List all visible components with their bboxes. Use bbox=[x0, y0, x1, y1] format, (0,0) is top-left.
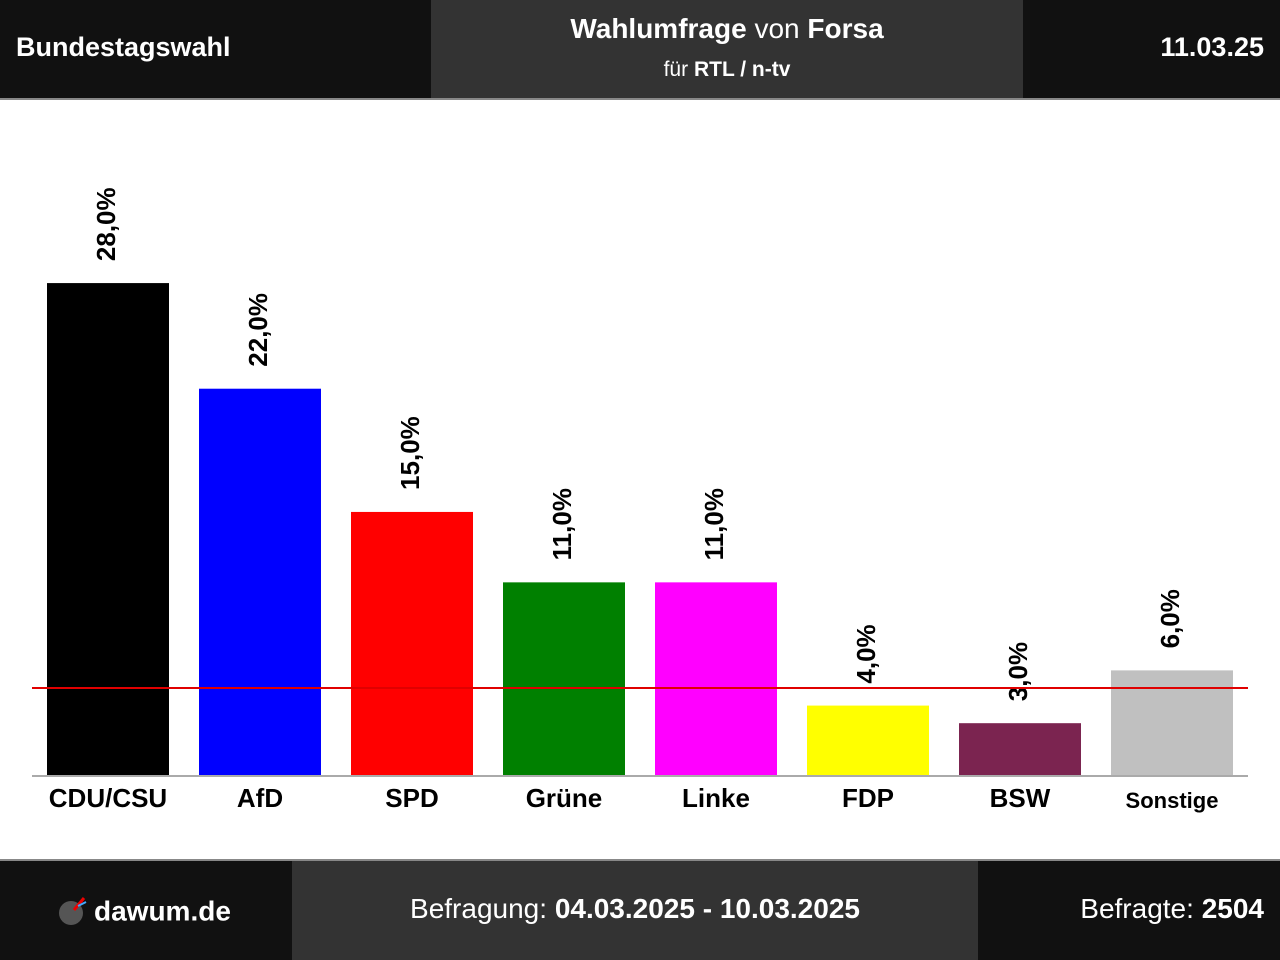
value-label: 11,0% bbox=[547, 488, 577, 560]
x-tick-label: Grüne bbox=[526, 783, 603, 813]
x-tick-label: FDP bbox=[842, 783, 894, 813]
x-tick-label: BSW bbox=[990, 783, 1051, 813]
subtitle-part: für bbox=[664, 58, 689, 81]
value-label: 28,0% bbox=[91, 187, 121, 261]
sample-value: 2504 bbox=[1202, 893, 1265, 924]
bar bbox=[807, 705, 929, 776]
value-label: 3,0% bbox=[1003, 642, 1033, 701]
bar bbox=[47, 283, 169, 776]
title-part: Forsa bbox=[807, 13, 884, 44]
x-tick-label: AfD bbox=[237, 783, 283, 813]
footer-sample: Befragte: 2504 bbox=[1080, 893, 1264, 924]
footer-center bbox=[292, 861, 978, 960]
footer-brand: dawum.de bbox=[94, 895, 231, 926]
x-tick-label: Linke bbox=[682, 783, 750, 813]
period-label: Befragung: bbox=[410, 893, 547, 924]
period-value: 04.03.2025 - 10.03.2025 bbox=[555, 893, 860, 924]
header-subtitle: für RTL / n-tv bbox=[664, 58, 791, 81]
value-label: 6,0% bbox=[1155, 589, 1185, 648]
bar bbox=[959, 723, 1081, 776]
value-label: 11,0% bbox=[699, 488, 729, 560]
x-tick-label: SPD bbox=[385, 783, 438, 813]
subtitle-part: RTL / n-tv bbox=[694, 58, 791, 81]
logo bbox=[59, 897, 87, 925]
sample-label: Befragte: bbox=[1080, 893, 1194, 924]
header-left: Bundestagswahl bbox=[16, 32, 231, 62]
header-title: Wahlumfrage von Forsa bbox=[570, 13, 884, 44]
header-date: 11.03.25 bbox=[1160, 32, 1264, 62]
value-label: 4,0% bbox=[851, 624, 881, 683]
x-tick-label: Sonstige bbox=[1126, 788, 1219, 813]
title-part: Wahlumfrage bbox=[570, 13, 746, 44]
bar bbox=[351, 511, 473, 776]
value-label: 15,0% bbox=[395, 416, 425, 490]
value-label: 22,0% bbox=[243, 293, 273, 367]
bar bbox=[1111, 670, 1233, 776]
x-tick-label: CDU/CSU bbox=[49, 783, 167, 813]
header-center bbox=[431, 0, 1023, 98]
bar bbox=[655, 582, 777, 776]
bar bbox=[199, 388, 321, 776]
title-part: von bbox=[754, 13, 799, 44]
footer-rule bbox=[0, 859, 1280, 861]
header-rule bbox=[0, 98, 1280, 100]
bar bbox=[503, 582, 625, 776]
footer-period: Befragung: 04.03.2025 - 10.03.2025 bbox=[410, 893, 860, 924]
